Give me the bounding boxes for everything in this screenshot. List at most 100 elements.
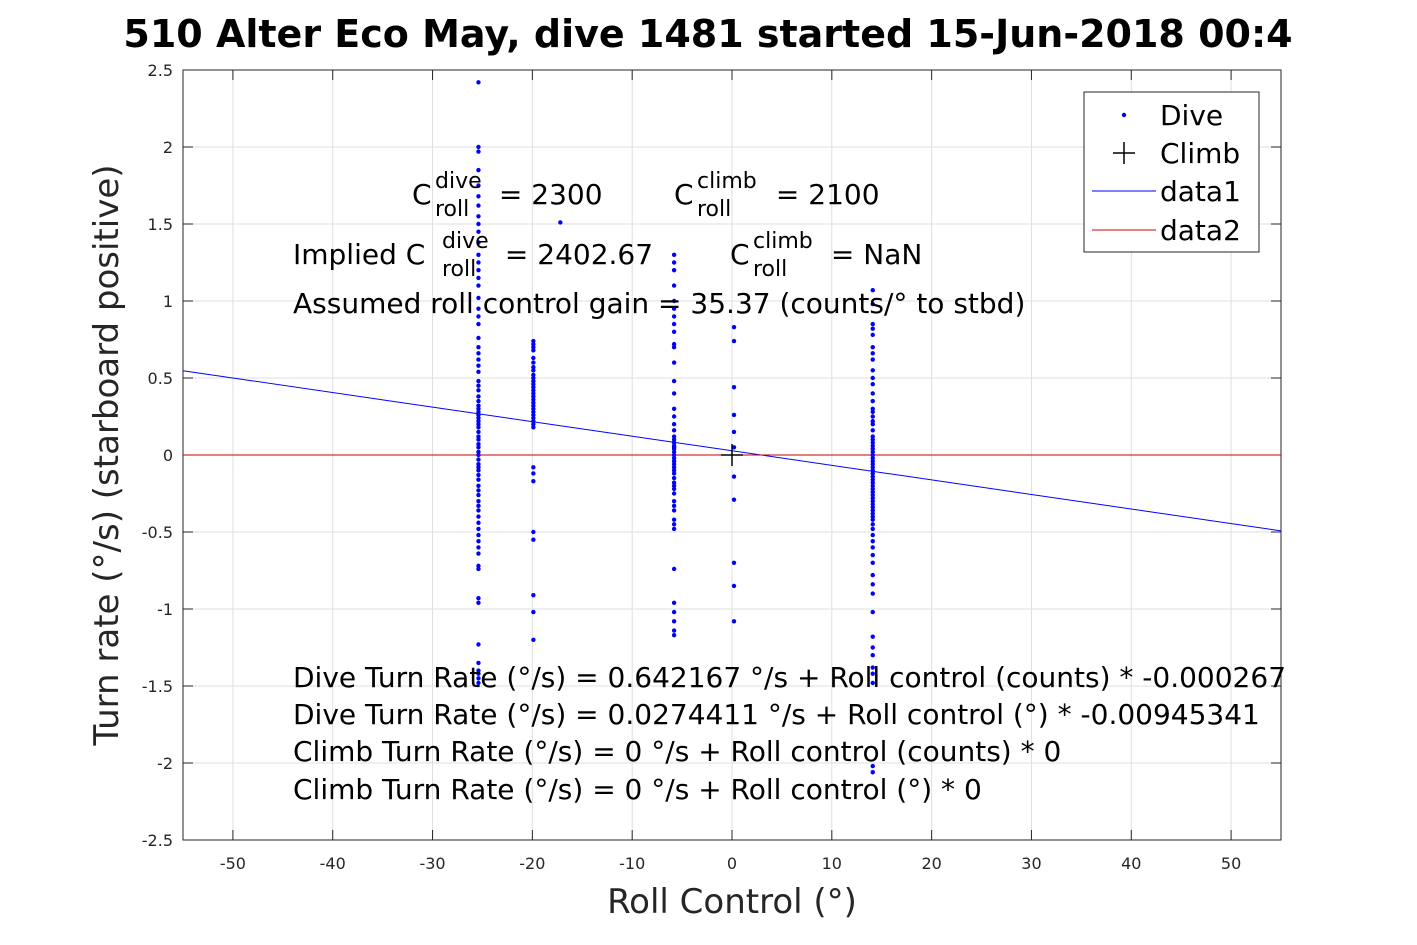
dive-point: [731, 429, 737, 435]
dive-point: [476, 422, 481, 427]
dive-point: [476, 398, 481, 404]
dive-point: [870, 582, 875, 587]
dive-point: [671, 522, 677, 527]
dive-point: [870, 418, 875, 424]
dive-point: [476, 668, 481, 673]
dive-point: [870, 560, 875, 565]
dive-point: [671, 406, 677, 411]
dive-point: [476, 449, 481, 455]
dive-point: [731, 385, 737, 390]
dive-point: [731, 445, 737, 450]
dive-point: [671, 632, 677, 638]
dive-point: [671, 491, 677, 496]
dive-point: [476, 183, 481, 188]
dive-point: [476, 680, 481, 686]
dive-point: [476, 203, 481, 208]
dive-point: [476, 425, 481, 430]
dive-point: [671, 508, 677, 513]
dive-point: [870, 332, 875, 338]
dive-point: [671, 345, 677, 350]
dive-point: [671, 600, 677, 606]
dive-point: [870, 572, 875, 578]
dive-point: [870, 406, 875, 411]
dive-point: [531, 391, 536, 396]
dive-point: [671, 329, 677, 334]
dive-point: [671, 471, 677, 476]
dive-point: [476, 418, 481, 424]
dive-point: [531, 415, 536, 421]
dive-point: [870, 398, 875, 404]
dive-point: [476, 221, 481, 227]
dive-point: [531, 471, 536, 476]
dive-point: [671, 449, 677, 455]
dive-point: [870, 591, 875, 596]
dive-point: [531, 403, 536, 408]
dive-point: [476, 532, 481, 538]
dive-point: [476, 539, 481, 544]
dive-point: [476, 492, 481, 498]
x-tick-label: 50: [1221, 854, 1241, 873]
dive-point: [870, 351, 875, 356]
x-tick-label: -30: [419, 854, 445, 873]
dive-point: [671, 428, 677, 433]
dive-point: [476, 388, 481, 393]
y-tick-label: -1.5: [142, 677, 173, 696]
dive-point: [870, 645, 875, 650]
dive-point: [671, 455, 677, 461]
x-tick-label: 0: [727, 854, 737, 873]
c-climb-sup: climb: [697, 169, 757, 194]
dive-point: [476, 508, 481, 513]
dive-point: [531, 609, 536, 615]
dive-point: [671, 486, 677, 492]
implied-climb-sub: roll: [753, 257, 787, 282]
dive-point: [531, 378, 536, 384]
dive-point: [870, 680, 875, 686]
dive-point: [476, 351, 481, 356]
x-tick-label: -50: [220, 854, 246, 873]
y-tick-label: -2: [157, 754, 173, 773]
dive-point: [476, 283, 481, 288]
dive-point: [671, 526, 677, 532]
c-climb-base: C: [674, 178, 694, 211]
dive-point: [476, 214, 481, 219]
dive-point: [476, 406, 481, 411]
dive-point: [870, 653, 875, 658]
y-tick-label: 1.5: [148, 215, 173, 234]
dive-point: [870, 288, 875, 293]
dive-point: [671, 503, 677, 509]
dive-point: [671, 468, 677, 473]
dive-point: [531, 360, 536, 365]
dive-point: [870, 480, 875, 485]
y-tick-label: 0.5: [148, 369, 173, 388]
dive-point: [671, 314, 677, 319]
implied-dive-sub: roll: [442, 257, 476, 282]
dive-point: [870, 368, 875, 373]
c-dive-sup: dive: [435, 169, 482, 194]
x-tick-label: 40: [1121, 854, 1141, 873]
dive-point: [870, 391, 875, 396]
dive-point: [870, 522, 875, 527]
dive-point: [671, 465, 677, 470]
dive-point: [671, 440, 677, 445]
implied-dive-prefix: Implied C: [293, 238, 425, 271]
dive-point: [870, 665, 875, 670]
dive-point: [671, 437, 677, 442]
dive-point: [870, 443, 875, 448]
c-dive-sub: roll: [435, 197, 469, 222]
dive-point: [870, 486, 875, 492]
dive-point: [870, 539, 875, 544]
x-tick-label: 30: [1021, 854, 1041, 873]
dive-point: [476, 335, 481, 341]
dive-point: [476, 437, 481, 442]
dive-point: [531, 338, 536, 344]
dive-point: [671, 480, 677, 485]
dive-point: [476, 442, 481, 447]
dive-point: [870, 345, 875, 350]
dive-point: [476, 383, 481, 388]
dive-point: [870, 511, 875, 516]
dive-point: [531, 637, 536, 642]
dive-point: [531, 341, 536, 347]
dive-point: [870, 552, 875, 558]
dive-point: [671, 446, 677, 452]
dive-point: [731, 474, 737, 479]
